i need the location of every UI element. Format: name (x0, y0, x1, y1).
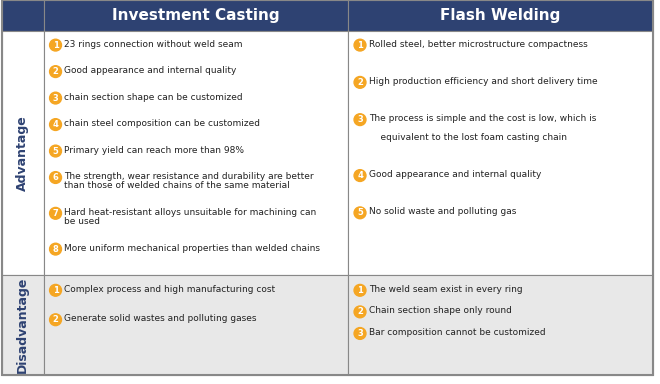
Text: 5: 5 (53, 147, 59, 156)
Text: Disadvantage: Disadvantage (16, 276, 29, 373)
Text: Rolled steel, better microstructure compactness: Rolled steel, better microstructure comp… (369, 40, 587, 49)
Text: 1: 1 (53, 41, 59, 50)
Circle shape (354, 76, 366, 88)
Text: Bar composition cannot be customized: Bar composition cannot be customized (369, 328, 546, 337)
Circle shape (354, 207, 366, 219)
Text: chain section shape can be customized: chain section shape can be customized (65, 93, 243, 102)
Circle shape (354, 285, 366, 296)
Text: Hard heat-resistant alloys unsuitable for machining can: Hard heat-resistant alloys unsuitable fo… (65, 208, 317, 217)
Text: The strength, wear resistance and durability are better: The strength, wear resistance and durabi… (65, 172, 314, 181)
Circle shape (50, 314, 61, 326)
Bar (348, 0, 653, 31)
Text: The weld seam exist in every ring: The weld seam exist in every ring (369, 285, 523, 294)
Text: 6: 6 (53, 173, 59, 182)
Bar (44, 31, 348, 275)
Circle shape (354, 39, 366, 51)
Bar (348, 275, 653, 375)
Text: Investment Casting: Investment Casting (112, 8, 280, 23)
Text: be used: be used (65, 217, 100, 226)
Text: The process is simple and the cost is low, which is: The process is simple and the cost is lo… (369, 114, 597, 123)
Text: Flash Welding: Flash Welding (440, 8, 560, 23)
Bar (44, 0, 348, 31)
Text: 4: 4 (357, 171, 363, 180)
Text: 2: 2 (53, 67, 59, 76)
Bar (44, 275, 348, 375)
Text: 1: 1 (357, 286, 363, 295)
Text: 4: 4 (53, 120, 59, 129)
Text: 8: 8 (53, 245, 59, 253)
Text: More uniform mechanical properties than welded chains: More uniform mechanical properties than … (65, 243, 321, 253)
Text: 5: 5 (357, 209, 363, 217)
Text: 2: 2 (357, 307, 363, 316)
Text: equivalent to the lost foam casting chain: equivalent to the lost foam casting chai… (369, 133, 567, 142)
Text: Complex process and high manufacturing cost: Complex process and high manufacturing c… (65, 285, 276, 294)
Text: chain steel composition can be customized: chain steel composition can be customize… (65, 119, 261, 128)
Circle shape (354, 170, 366, 182)
Circle shape (50, 119, 61, 131)
Text: 2: 2 (357, 78, 363, 87)
Text: 7: 7 (53, 209, 59, 218)
Text: No solid waste and polluting gas: No solid waste and polluting gas (369, 207, 516, 216)
Text: 1: 1 (53, 286, 59, 295)
Text: than those of welded chains of the same material: than those of welded chains of the same … (65, 181, 290, 190)
Text: 1: 1 (357, 41, 363, 50)
Text: 3: 3 (357, 329, 363, 338)
Bar (348, 31, 653, 275)
Circle shape (50, 285, 61, 296)
Text: Generate solid wastes and polluting gases: Generate solid wastes and polluting gase… (65, 314, 257, 323)
Circle shape (50, 66, 61, 78)
Circle shape (354, 328, 366, 339)
Text: Good appearance and internal quality: Good appearance and internal quality (65, 66, 237, 75)
Text: Primary yield can reach more than 98%: Primary yield can reach more than 98% (65, 146, 244, 155)
Text: 3: 3 (357, 115, 363, 124)
Circle shape (354, 306, 366, 318)
Text: 2: 2 (53, 315, 59, 324)
Circle shape (50, 172, 61, 184)
Text: Good appearance and internal quality: Good appearance and internal quality (369, 170, 541, 179)
Circle shape (354, 114, 366, 126)
Circle shape (50, 39, 61, 51)
Text: 23 rings connection without weld seam: 23 rings connection without weld seam (65, 40, 243, 49)
Text: 3: 3 (53, 94, 59, 103)
Circle shape (50, 145, 61, 157)
Circle shape (50, 92, 61, 104)
Circle shape (50, 207, 61, 219)
Bar (2, 31, 44, 275)
Text: High production efficiency and short delivery time: High production efficiency and short del… (369, 77, 597, 86)
Circle shape (50, 243, 61, 255)
Text: Advantage: Advantage (16, 115, 29, 191)
Bar (2, 275, 44, 375)
Bar (2, 0, 44, 31)
Text: Chain section shape only round: Chain section shape only round (369, 306, 512, 315)
